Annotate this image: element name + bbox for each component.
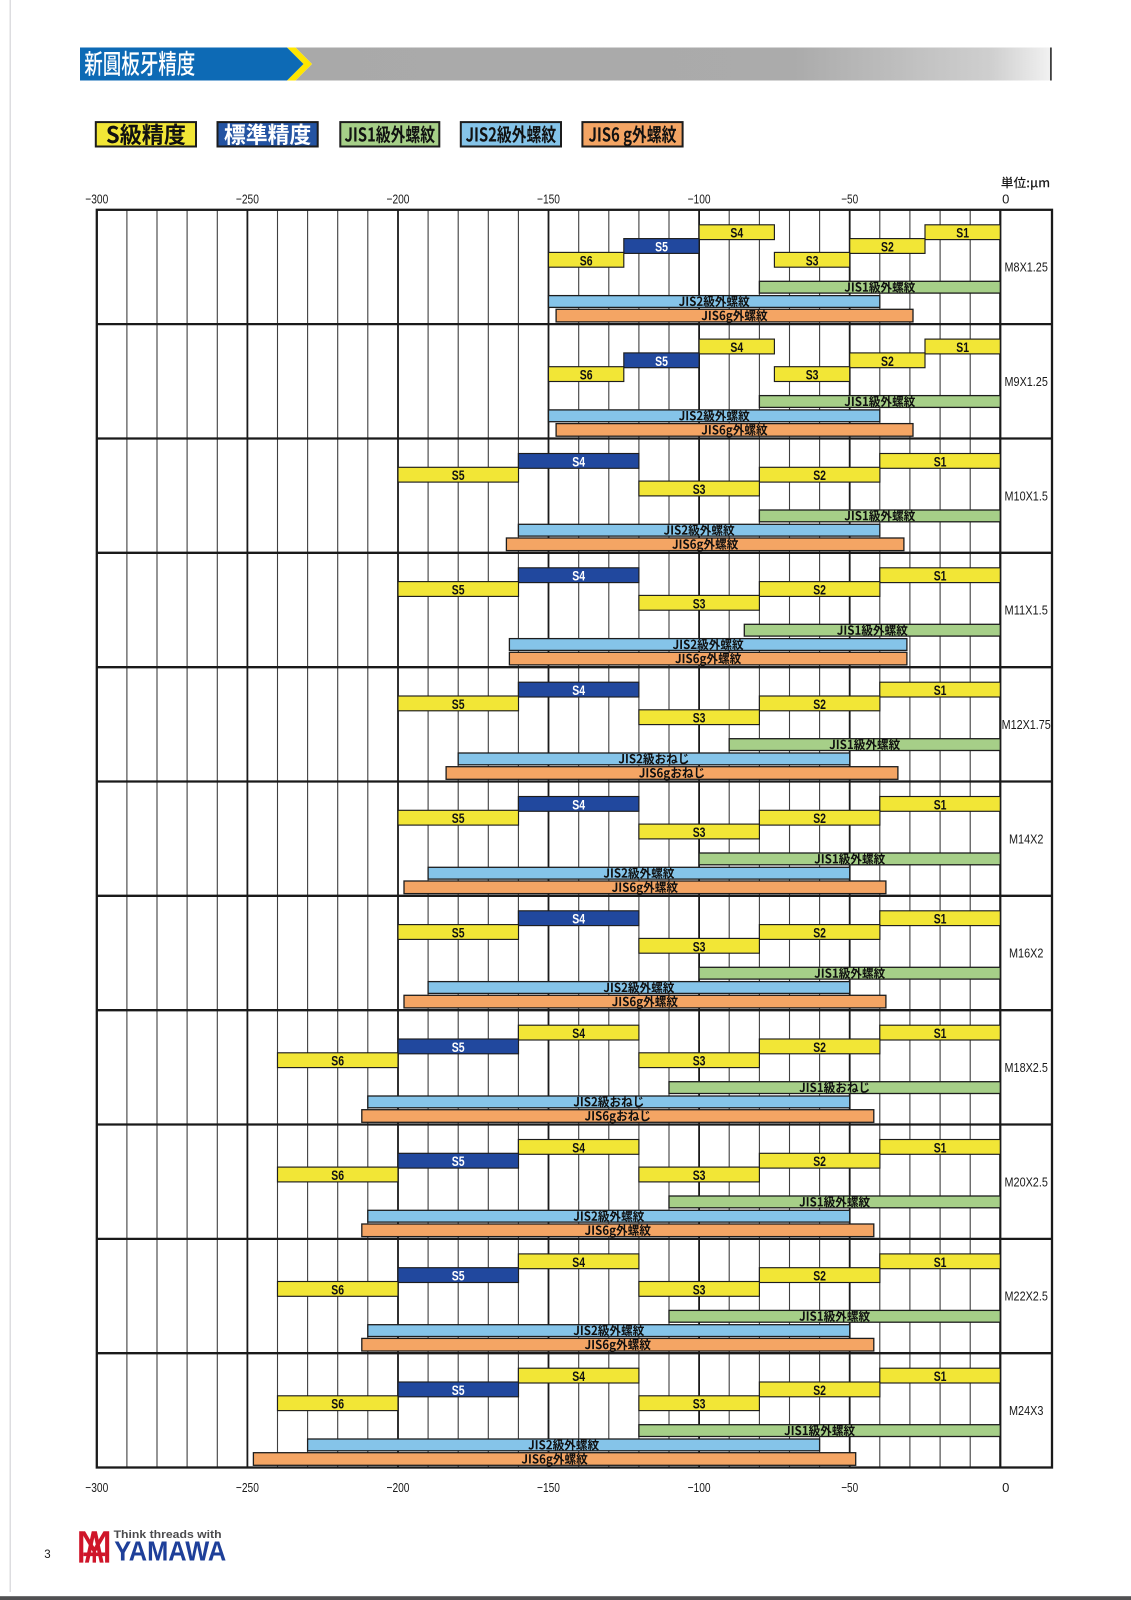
svg-text:S1: S1 (956, 225, 969, 241)
svg-text:S5: S5 (452, 810, 465, 826)
svg-text:S6: S6 (331, 1167, 344, 1183)
svg-text:M24X3: M24X3 (1009, 1403, 1043, 1418)
svg-text:S5: S5 (452, 1039, 465, 1055)
svg-text:−200: −200 (387, 192, 410, 207)
svg-text:S1: S1 (934, 682, 947, 698)
svg-text:M8X1.25: M8X1.25 (1005, 260, 1048, 275)
svg-text:S3: S3 (693, 824, 706, 840)
svg-text:M14X2: M14X2 (1009, 831, 1043, 846)
svg-text:S3: S3 (693, 1053, 706, 1069)
svg-text:S6: S6 (331, 1281, 344, 1297)
svg-text:S1: S1 (934, 1368, 947, 1384)
svg-text:S2: S2 (813, 1382, 826, 1398)
svg-text:M11X1.5: M11X1.5 (1005, 603, 1048, 618)
svg-text:S4: S4 (572, 1025, 585, 1041)
svg-text:−200: −200 (387, 1480, 410, 1495)
svg-text:S4: S4 (572, 911, 585, 927)
svg-text:S3: S3 (693, 1396, 706, 1412)
svg-text:0: 0 (1002, 192, 1009, 207)
svg-text:S1: S1 (934, 1254, 947, 1270)
svg-text:YAMAWA: YAMAWA (114, 1536, 226, 1567)
svg-text:−250: −250 (236, 1480, 259, 1495)
svg-text:S5: S5 (452, 1382, 465, 1398)
svg-text:S3: S3 (693, 1167, 706, 1183)
svg-text:S1: S1 (934, 1025, 947, 1041)
svg-text:−100: −100 (688, 1480, 711, 1495)
svg-text:S4: S4 (572, 568, 585, 584)
svg-text:3: 3 (44, 1549, 50, 1561)
svg-text:S4: S4 (572, 1368, 585, 1384)
svg-text:S1: S1 (934, 453, 947, 469)
svg-text:S4: S4 (572, 682, 585, 698)
svg-text:S2: S2 (813, 582, 826, 598)
svg-text:M22X2.5: M22X2.5 (1005, 1289, 1048, 1304)
svg-text:S5: S5 (452, 1153, 465, 1169)
svg-text:M18X2.5: M18X2.5 (1005, 1060, 1048, 1075)
svg-text:S2: S2 (813, 1039, 826, 1055)
svg-text:M10X1.5: M10X1.5 (1005, 488, 1048, 503)
svg-text:−150: −150 (537, 192, 560, 207)
svg-text:S1: S1 (934, 1139, 947, 1155)
svg-text:S5: S5 (452, 1268, 465, 1284)
svg-text:S3: S3 (693, 481, 706, 497)
svg-text:S2: S2 (813, 467, 826, 483)
svg-text:S3: S3 (693, 1281, 706, 1297)
svg-text:S3: S3 (806, 252, 819, 268)
svg-text:S1: S1 (934, 796, 947, 812)
svg-text:S5: S5 (655, 239, 668, 255)
svg-text:S4: S4 (572, 1139, 585, 1155)
svg-text:S2: S2 (813, 696, 826, 712)
svg-text:S5: S5 (655, 353, 668, 369)
svg-text:S6: S6 (580, 367, 593, 383)
svg-text:M9X1.25: M9X1.25 (1005, 374, 1048, 389)
svg-text:S3: S3 (693, 710, 706, 726)
svg-text:−100: −100 (688, 192, 711, 207)
svg-text:S5: S5 (452, 467, 465, 483)
svg-text:S5: S5 (452, 925, 465, 941)
svg-text:S6: S6 (580, 252, 593, 268)
svg-text:S1: S1 (934, 568, 947, 584)
svg-text:Think threads with: Think threads with (114, 1529, 222, 1541)
svg-text:S4: S4 (730, 225, 743, 241)
svg-text:S4: S4 (730, 339, 743, 355)
svg-text:S2: S2 (881, 353, 894, 369)
svg-text:−250: −250 (236, 192, 259, 207)
svg-text:M12X1.75: M12X1.75 (1002, 717, 1051, 732)
svg-text:−50: −50 (841, 1480, 858, 1495)
svg-text:S4: S4 (572, 1254, 585, 1270)
svg-text:S1: S1 (934, 911, 947, 927)
svg-text:−50: −50 (841, 192, 858, 207)
svg-text:M16X2: M16X2 (1009, 946, 1043, 961)
svg-text:S3: S3 (693, 938, 706, 954)
svg-text:0: 0 (1002, 1480, 1009, 1495)
svg-text:S5: S5 (452, 582, 465, 598)
svg-text:S4: S4 (572, 453, 585, 469)
svg-text:S5: S5 (452, 696, 465, 712)
svg-text:S6: S6 (331, 1053, 344, 1069)
svg-text:S1: S1 (956, 339, 969, 355)
svg-text:S2: S2 (813, 925, 826, 941)
svg-text:−150: −150 (537, 1480, 560, 1495)
svg-text:S3: S3 (693, 595, 706, 611)
svg-text:S3: S3 (806, 367, 819, 383)
svg-text:S2: S2 (813, 1153, 826, 1169)
svg-text:S4: S4 (572, 796, 585, 812)
svg-text:S2: S2 (881, 239, 894, 255)
svg-text:−300: −300 (85, 192, 108, 207)
svg-text:M20X2.5: M20X2.5 (1005, 1174, 1048, 1189)
svg-text:S2: S2 (813, 1268, 826, 1284)
svg-text:−300: −300 (85, 1480, 108, 1495)
svg-text:S2: S2 (813, 810, 826, 826)
svg-text:S6: S6 (331, 1396, 344, 1412)
